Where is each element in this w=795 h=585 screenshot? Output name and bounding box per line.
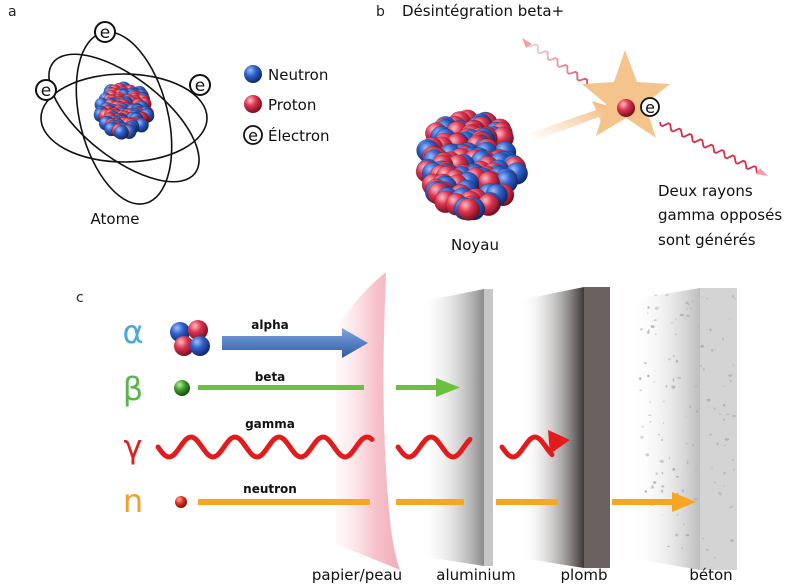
electron-icon: e (35, 79, 57, 101)
gamma-wave-icon (499, 434, 555, 460)
beta-arrowhead-icon (436, 378, 460, 397)
panel-b-label: b (376, 4, 385, 20)
ray-arrowhead-icon (522, 38, 532, 48)
ray-arrowhead-icon (756, 168, 768, 176)
atom-nucleus-icon (93, 81, 155, 140)
beta-symbol: β (123, 370, 143, 408)
gamma-symbol: γ (124, 428, 143, 466)
legend-proton: Proton (268, 96, 316, 114)
svg-text:e: e (100, 23, 110, 43)
neutron-particle-icon (175, 496, 187, 508)
electron-icon: e (94, 21, 116, 43)
beta-label: beta (255, 370, 286, 384)
emission-arrow-icon (530, 101, 614, 141)
star-burst-icon (582, 50, 670, 138)
panel-a-label: a (8, 4, 17, 20)
alpha-symbol: α (122, 313, 143, 351)
panel-c-label: c (76, 290, 84, 306)
panel-b-title: Désintégration beta+ (402, 2, 564, 20)
atom-diagram: e e e (35, 21, 211, 205)
svg-text:e: e (248, 126, 258, 145)
gamma-arrowhead-icon (548, 430, 570, 454)
neutron-symbol: n (123, 482, 143, 520)
alpha-label: alpha (251, 318, 288, 332)
electron-icon: e (189, 74, 211, 96)
neutron-label: neutron (243, 482, 297, 496)
gamma-label: gamma (245, 417, 295, 431)
proton-icon (244, 95, 262, 113)
gamma-note-line-2: gamma opposés (658, 206, 782, 224)
beta-arrow-part-1 (198, 385, 364, 390)
beta-particle-icon (174, 380, 190, 396)
beta-arrow-part-2 (396, 385, 438, 390)
neutron-arrowhead-icon (672, 492, 696, 512)
proton-icon (617, 99, 635, 117)
electron-icon: e (243, 125, 263, 145)
barrier-paper (336, 272, 400, 570)
positron-icon: e (640, 97, 660, 117)
barrier-aluminium (420, 289, 493, 566)
gamma-wave-icon (155, 434, 375, 460)
neutron-arrow-part-4 (612, 499, 674, 505)
atom-legend: Neutron Proton e Électron (243, 65, 330, 145)
barrier-label-aluminium: aluminium (436, 566, 515, 584)
barrier-label-lead: plomb (561, 566, 608, 584)
svg-text:e: e (645, 98, 655, 117)
barrier-concrete (630, 288, 737, 570)
barrier-label-concrete: béton (689, 566, 732, 584)
neutron-icon (244, 65, 262, 83)
gamma-ray-upper-icon (527, 41, 599, 94)
alpha-arrow-icon (222, 328, 368, 358)
barrier-lead (520, 287, 610, 568)
orbit-diagonal (48, 53, 200, 183)
nucleus-caption: Noyau (451, 236, 499, 254)
legend-electron: Électron (268, 126, 330, 145)
gamma-ray-lower-icon (659, 121, 759, 174)
orbit-horizontal (40, 73, 208, 163)
gamma-note-line-3: sont générés (658, 231, 756, 249)
neutron-arrow-part-1 (198, 499, 370, 505)
gamma-note-line-1: Deux rayons (658, 182, 753, 200)
barrier-label-paper: papier/peau (312, 566, 402, 584)
gamma-wave-icon (395, 434, 473, 460)
atom-caption: Atome (91, 210, 140, 228)
legend-neutron: Neutron (268, 66, 328, 84)
svg-text:e: e (195, 76, 205, 96)
svg-text:e: e (41, 81, 51, 101)
alpha-particle-icon (170, 320, 210, 356)
neutron-arrow-part-2 (396, 499, 464, 505)
nucleus-icon (415, 109, 528, 221)
neutron-arrow-part-3 (496, 499, 558, 505)
